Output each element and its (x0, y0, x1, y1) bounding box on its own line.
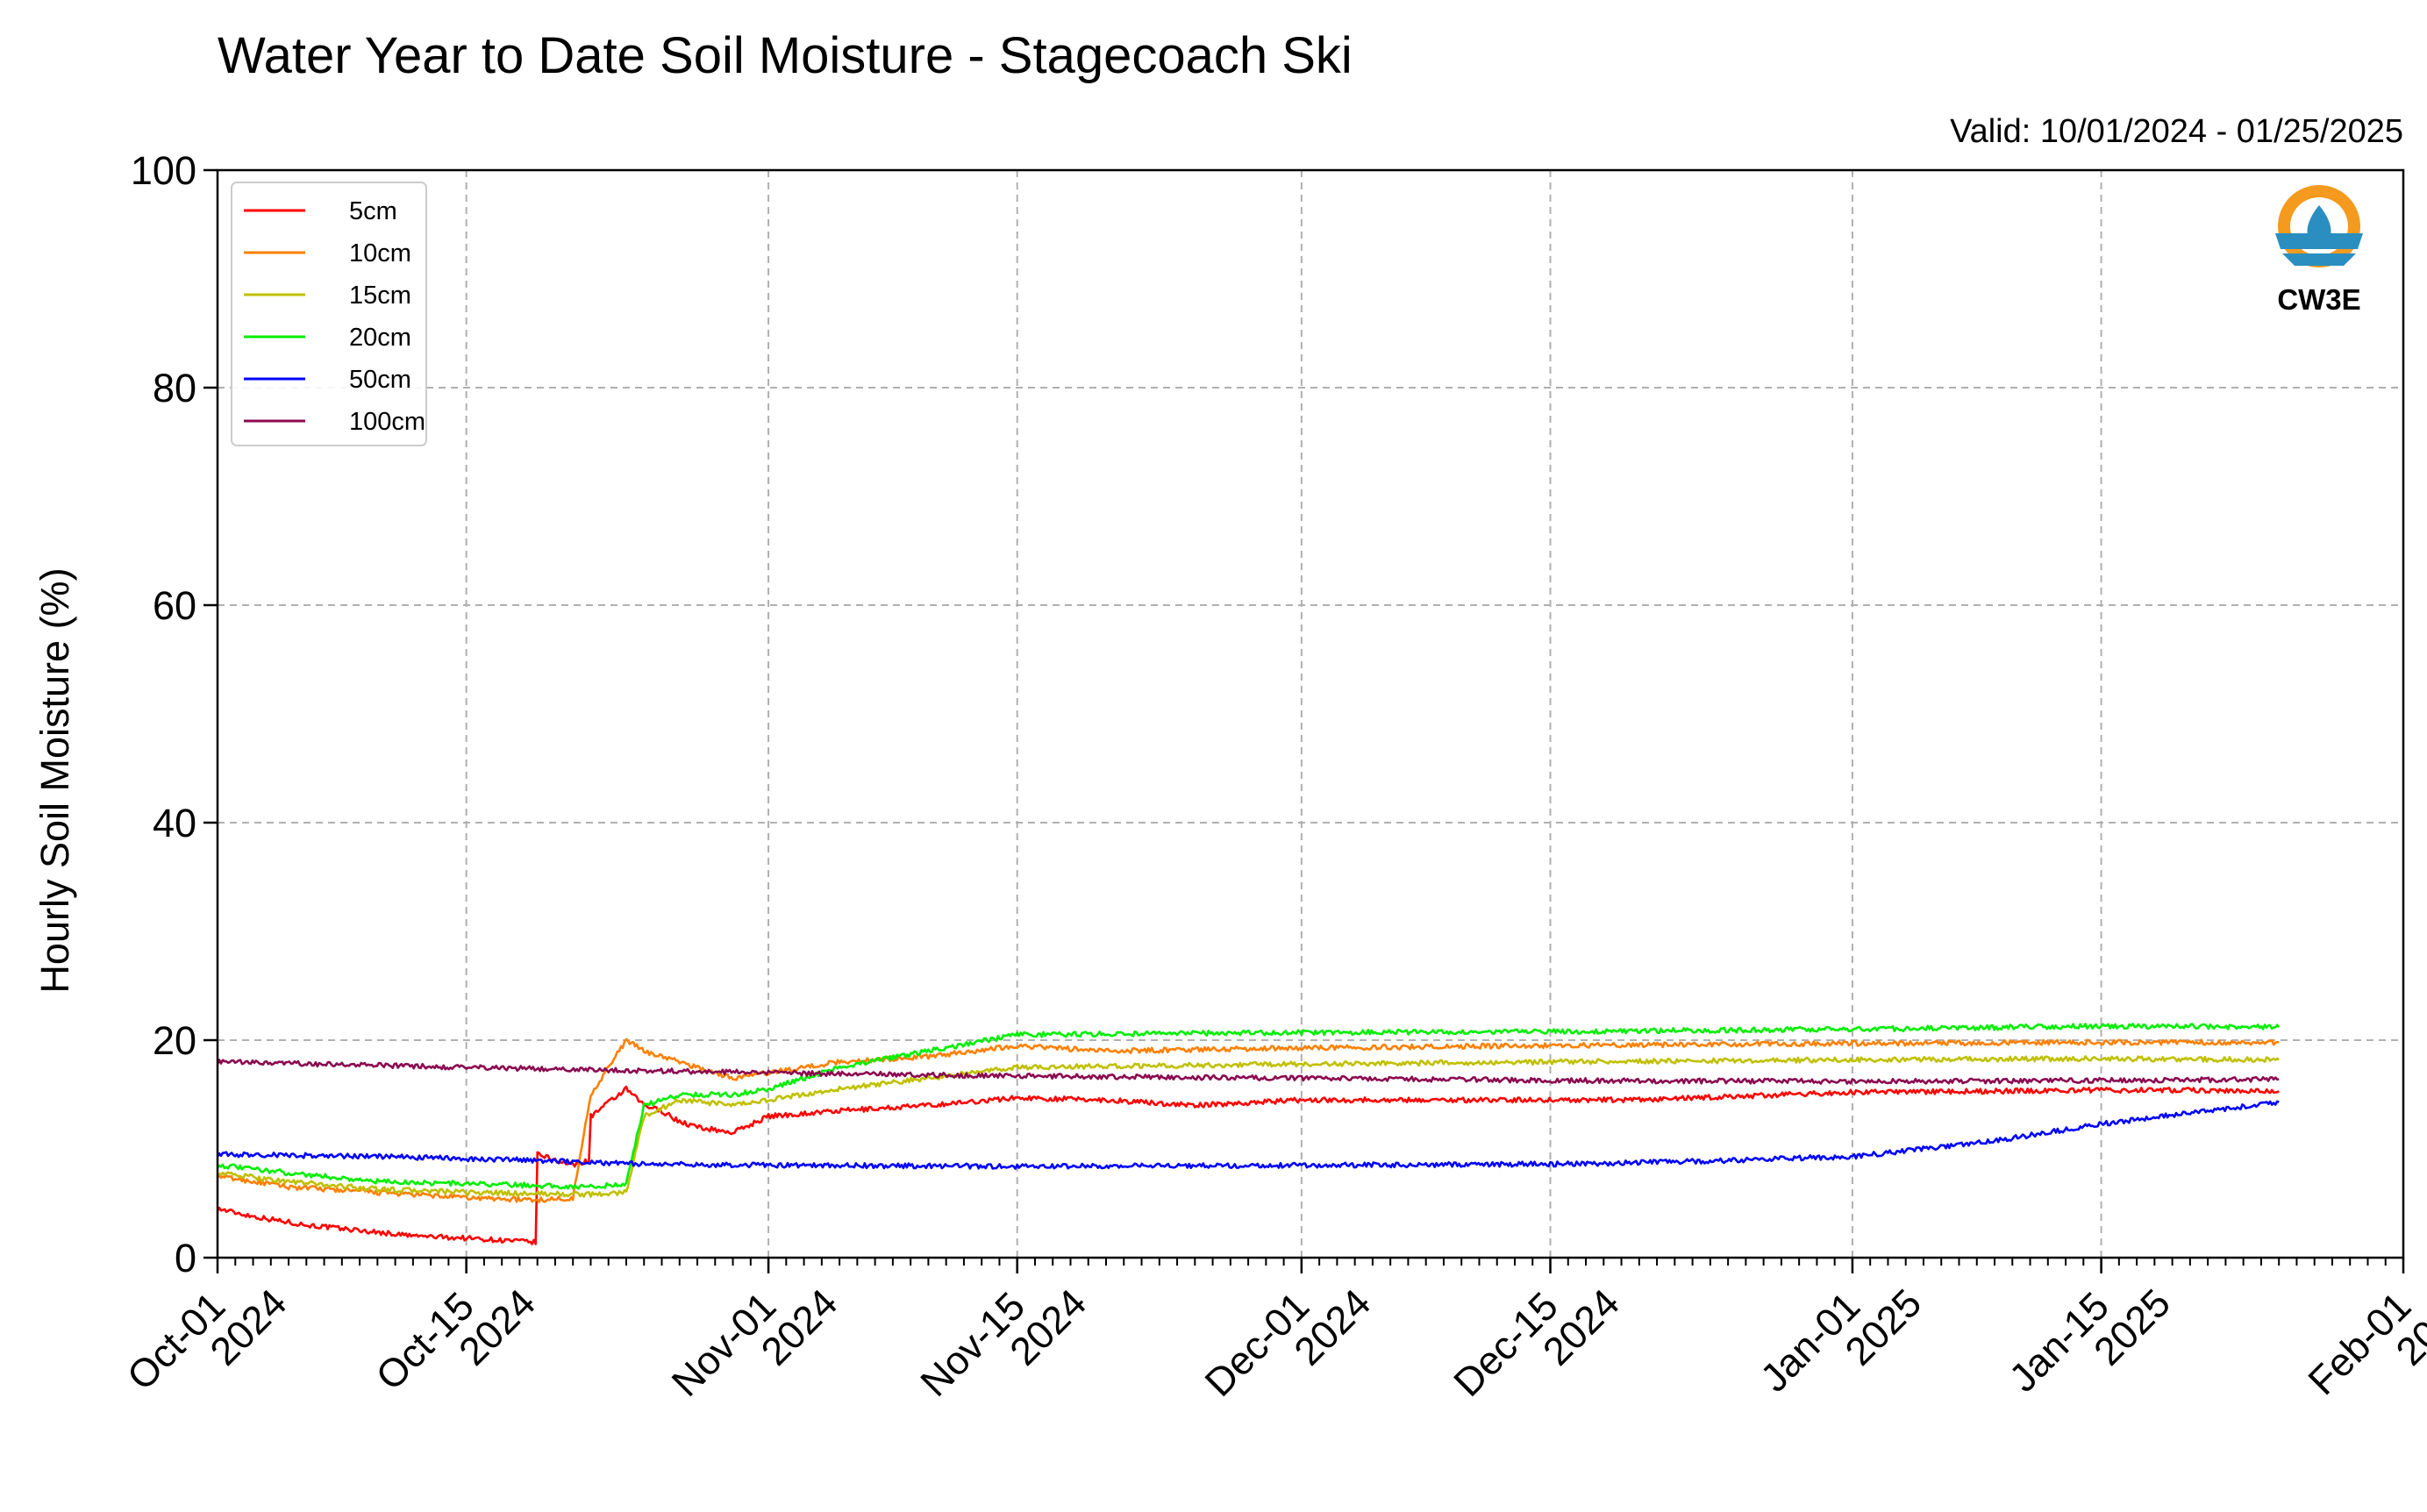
legend-label: 10cm (349, 239, 411, 267)
legend-label: 50cm (349, 366, 411, 394)
series-line-50cm (216, 1100, 2280, 1170)
water-drop-icon (2307, 205, 2331, 242)
y-tick-label: 80 (153, 366, 196, 410)
chart-title: Water Year to Date Soil Moisture - Stage… (218, 27, 1353, 84)
legend-label: 15cm (349, 282, 411, 310)
x-tick-label-year: 2024 (753, 1280, 846, 1374)
grid (218, 170, 2403, 1258)
y-tick-label: 20 (153, 1018, 196, 1063)
logo-wave-lower (2282, 253, 2356, 266)
y-tick-label: 60 (153, 583, 196, 628)
series-line-20cm (217, 1023, 2281, 1190)
legend-label: 100cm (349, 408, 425, 436)
y-tick-label: 100 (131, 148, 196, 193)
legend-label: 5cm (349, 197, 397, 225)
y-axis-label: Hourly Soil Moisture (%) (32, 567, 77, 993)
logo-text: CW3E (2277, 283, 2360, 316)
x-tick-label-year: 2024 (450, 1280, 544, 1374)
cw3e-logo: CW3E (2275, 185, 2363, 316)
x-tick-label-year: 2024 (202, 1280, 296, 1374)
legend-label: 20cm (349, 324, 411, 352)
x-tick-label-year: 2024 (1285, 1280, 1379, 1374)
x-tick-label-year: 2024 (1001, 1280, 1095, 1374)
series-line-10cm (216, 1038, 2280, 1203)
series-line-15cm (217, 1055, 2280, 1198)
x-tick-label-year: 2025 (2085, 1280, 2179, 1374)
x-tick-label-year: 2025 (1836, 1280, 1930, 1374)
y-tick-label: 0 (175, 1236, 196, 1280)
y-tick-label: 40 (153, 801, 196, 845)
legend: 5cm 10cm 15cm 20cm 50cm 100cm (231, 182, 427, 446)
x-tick-label-year: 2024 (1534, 1280, 1628, 1374)
chart-subtitle: Valid: 10/01/2024 - 01/25/2025 (1950, 113, 2403, 150)
series-layer (216, 1023, 2281, 1245)
series-line-100cm (216, 1059, 2280, 1085)
plot-frame (216, 168, 2405, 1259)
